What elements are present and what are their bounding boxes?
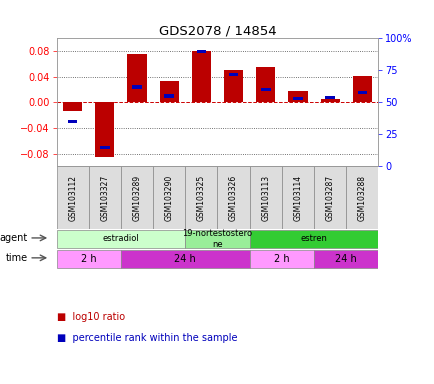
Bar xyxy=(249,250,313,268)
Bar xyxy=(313,166,345,229)
Text: GSM103290: GSM103290 xyxy=(164,175,173,221)
Bar xyxy=(185,230,249,248)
Bar xyxy=(281,166,313,229)
Text: 19-nortestostero
ne: 19-nortestostero ne xyxy=(182,229,252,248)
Bar xyxy=(325,96,334,99)
Text: GSM103326: GSM103326 xyxy=(229,175,237,221)
Text: estradiol: estradiol xyxy=(102,235,139,243)
Bar xyxy=(249,230,378,248)
Bar xyxy=(352,76,371,103)
Bar xyxy=(288,91,307,103)
Text: time: time xyxy=(6,253,27,263)
Text: GSM103288: GSM103288 xyxy=(357,175,366,221)
Bar xyxy=(132,86,141,89)
Bar xyxy=(153,166,185,229)
Bar xyxy=(260,88,270,91)
Bar xyxy=(249,166,281,229)
Bar xyxy=(127,55,146,103)
Text: ■  log10 ratio: ■ log10 ratio xyxy=(56,312,125,322)
Title: GDS2078 / 14854: GDS2078 / 14854 xyxy=(158,24,276,37)
Bar xyxy=(185,166,217,229)
Text: GSM103112: GSM103112 xyxy=(68,175,77,221)
Bar xyxy=(217,166,249,229)
Bar xyxy=(95,103,114,157)
Bar xyxy=(56,250,121,268)
Bar xyxy=(100,146,109,149)
Bar xyxy=(121,250,249,268)
Text: GSM103113: GSM103113 xyxy=(261,175,270,221)
Text: agent: agent xyxy=(0,233,27,243)
Text: GSM103327: GSM103327 xyxy=(100,175,109,221)
Bar xyxy=(196,50,206,53)
Text: GSM103325: GSM103325 xyxy=(197,175,205,221)
Bar xyxy=(357,91,366,94)
Bar xyxy=(224,70,243,103)
Bar xyxy=(56,166,89,229)
Bar xyxy=(159,81,178,103)
Bar xyxy=(228,73,238,76)
Text: estren: estren xyxy=(300,235,327,243)
Bar xyxy=(56,230,185,248)
Bar xyxy=(293,97,302,100)
Bar xyxy=(164,94,174,98)
Bar xyxy=(320,99,339,103)
Text: 2 h: 2 h xyxy=(81,254,96,264)
Bar xyxy=(191,51,210,103)
Text: ■  percentile rank within the sample: ■ percentile rank within the sample xyxy=(56,333,237,343)
Bar xyxy=(256,67,275,103)
Text: GSM103114: GSM103114 xyxy=(293,175,302,221)
Bar xyxy=(89,166,121,229)
Text: GSM103287: GSM103287 xyxy=(325,175,334,221)
Bar xyxy=(313,250,378,268)
Bar xyxy=(63,103,82,111)
Bar xyxy=(121,166,153,229)
Bar xyxy=(68,120,77,123)
Bar xyxy=(345,166,378,229)
Text: 24 h: 24 h xyxy=(174,254,196,264)
Text: GSM103289: GSM103289 xyxy=(132,175,141,221)
Text: 2 h: 2 h xyxy=(273,254,289,264)
Text: 24 h: 24 h xyxy=(335,254,356,264)
